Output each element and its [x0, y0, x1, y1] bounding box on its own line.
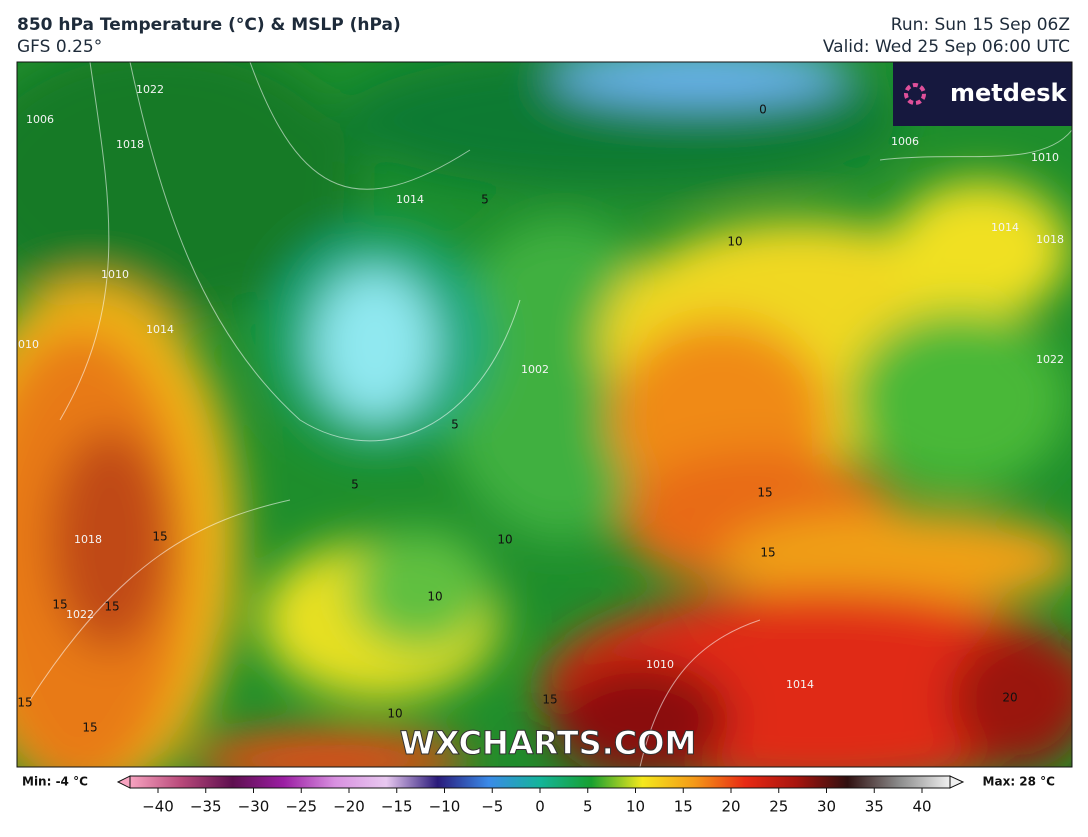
map-frame — [16, 61, 1073, 768]
temperature-label: 10 — [727, 235, 742, 249]
colorbar-tick-label: −40 — [142, 798, 174, 816]
isobar-label: 1018 — [1036, 233, 1064, 246]
colorbar-tick-label: −15 — [381, 798, 413, 816]
colorbar-tick-label: 15 — [674, 798, 693, 816]
temperature-label: 5 — [481, 193, 489, 207]
colorbar-tick-label: 25 — [769, 798, 788, 816]
colorbar-tick-label: 0 — [535, 798, 545, 816]
temperature-label: 10 — [387, 707, 402, 721]
title: 850 hPa Temperature (°C) & MSLP (hPa) — [17, 15, 401, 35]
colorbar-tick-label: 20 — [721, 798, 740, 816]
colorbar-tick-label: 40 — [912, 798, 931, 816]
colorbar-tick-label: −20 — [333, 798, 365, 816]
valid: Valid: Wed 25 Sep 06:00 UTC — [823, 37, 1070, 57]
colorbar-bar — [129, 775, 951, 789]
colorbar-tick-label: 10 — [626, 798, 645, 816]
watermark: WXCHARTS.COM — [400, 724, 697, 762]
temperature-label: 15 — [152, 530, 167, 544]
model: GFS 0.25° — [17, 37, 102, 57]
temperature-label: 15 — [757, 486, 772, 500]
temperature-label: 20 — [1002, 691, 1017, 705]
temperature-label: 5 — [451, 418, 459, 432]
temperature-label: 15 — [542, 693, 557, 707]
temperature-label: 15 — [104, 600, 119, 614]
isobar-label: 1018 — [74, 533, 102, 546]
isobar-label: 1014 — [146, 323, 174, 336]
colorbar: −40 −35 −30 −25 −20 −15 −10 −5 0 5 10 15 20 25 30 35 40 — [116, 775, 965, 816]
isobar-label: 1014 — [991, 221, 1019, 234]
isobar-label: 1018 — [116, 138, 144, 151]
max-label: Max: 28 °C — [983, 775, 1056, 789]
colorbar-tick-label: −10 — [429, 798, 461, 816]
isobar-label: 1006 — [891, 135, 919, 148]
temperature-label: 15 — [82, 721, 97, 735]
temperature-label: 10 — [427, 590, 442, 604]
temperature-label: 15 — [17, 696, 32, 710]
isobar-label: 1010 — [1031, 151, 1059, 164]
isobar-label: 1006 — [26, 113, 54, 126]
colorbar-min-arrow — [116, 775, 131, 789]
temperature-label: 10 — [497, 533, 512, 547]
colorbar-tick-label: −25 — [285, 798, 317, 816]
temperature-label: 5 — [351, 478, 359, 492]
weather-map: metdesk WXCHARTS.COM 1022101810061014101… — [11, 62, 1072, 767]
isobar-label: 1010 — [101, 268, 129, 281]
isobar-label: 1014 — [786, 678, 814, 691]
isobar-label: 1010 — [646, 658, 674, 671]
isobar-label: 1022 — [1036, 353, 1064, 366]
logo: metdesk — [950, 79, 1068, 107]
isobar-label: 1002 — [521, 363, 549, 376]
temperature-label: 0 — [759, 103, 767, 117]
colorbar-tick-label: 5 — [583, 798, 593, 816]
colorbar-max-arrow — [949, 775, 965, 789]
colorbar-tick-label: −5 — [481, 798, 503, 816]
temperature-label: 15 — [52, 598, 67, 612]
colorbar-tick-label: −30 — [238, 798, 270, 816]
temperature-label: 15 — [760, 546, 775, 560]
colorbar-tick-label: −35 — [190, 798, 222, 816]
isobar-label: 1010 — [11, 338, 39, 351]
run: Run: Sun 15 Sep 06Z — [891, 15, 1070, 35]
isobar-label: 1014 — [396, 193, 424, 206]
colorbar-tick-label: 30 — [817, 798, 836, 816]
isobar-label: 1022 — [66, 608, 94, 621]
min-label: Min: -4 °C — [22, 775, 88, 789]
isobar-label: 1022 — [136, 83, 164, 96]
colorbar-tick-label: 35 — [865, 798, 884, 816]
